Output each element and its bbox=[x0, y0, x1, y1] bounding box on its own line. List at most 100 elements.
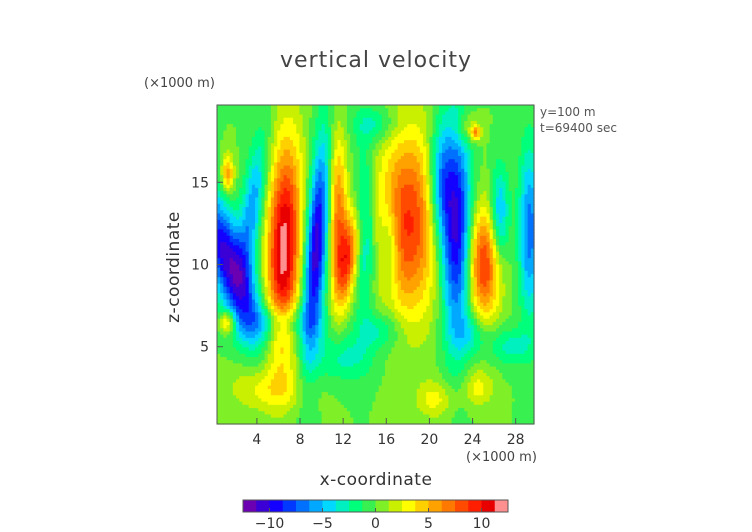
heatmap-cell bbox=[255, 143, 259, 148]
heatmap-cell bbox=[518, 203, 522, 208]
heatmap-cell bbox=[432, 146, 437, 151]
heatmap-cell bbox=[245, 108, 250, 112]
heatmap-cell bbox=[346, 114, 351, 119]
heatmap-cell bbox=[448, 146, 453, 151]
heatmap-cell bbox=[337, 248, 342, 253]
heatmap-cell bbox=[280, 111, 285, 116]
heatmap-cell bbox=[251, 223, 256, 227]
heatmap-cell bbox=[337, 203, 342, 208]
heatmap-cell bbox=[426, 152, 430, 157]
heatmap-cell bbox=[413, 124, 418, 128]
heatmap-cell bbox=[502, 258, 507, 262]
heatmap-cell bbox=[242, 238, 247, 243]
heatmap-cell bbox=[524, 143, 529, 148]
heatmap-cell bbox=[324, 146, 329, 151]
heatmap-cell bbox=[327, 191, 332, 195]
heatmap-cell bbox=[236, 245, 240, 250]
heatmap-cell bbox=[346, 117, 351, 122]
heatmap-cell bbox=[312, 261, 316, 266]
heatmap-cell bbox=[242, 210, 247, 215]
heatmap-cell bbox=[426, 187, 430, 192]
heatmap-cell bbox=[505, 232, 510, 237]
heatmap-cell bbox=[511, 171, 516, 176]
heatmap-cell bbox=[270, 242, 275, 246]
heatmap-cell bbox=[451, 226, 456, 231]
heatmap-cell bbox=[391, 203, 396, 208]
heatmap-cell bbox=[438, 120, 443, 125]
heatmap-cell bbox=[426, 213, 430, 218]
heatmap-cell bbox=[327, 159, 332, 164]
heatmap-cell bbox=[267, 242, 272, 246]
heatmap-cell bbox=[308, 238, 313, 243]
heatmap-cell bbox=[289, 156, 294, 160]
heatmap-cell bbox=[486, 223, 491, 227]
heatmap-cell bbox=[286, 105, 291, 109]
heatmap-cell bbox=[258, 105, 262, 109]
heatmap-cell bbox=[372, 165, 377, 170]
heatmap-cell bbox=[407, 105, 411, 109]
heatmap-cell bbox=[426, 133, 430, 138]
heatmap-cell bbox=[464, 187, 469, 192]
heatmap-cell bbox=[385, 175, 389, 179]
heatmap-cell bbox=[217, 130, 221, 135]
heatmap-cell bbox=[423, 254, 427, 259]
heatmap-cell bbox=[397, 124, 402, 128]
heatmap-cell bbox=[239, 111, 243, 116]
heatmap-cell bbox=[372, 187, 377, 192]
heatmap-cell bbox=[286, 187, 291, 192]
heatmap-cell bbox=[346, 213, 351, 218]
heatmap-cell bbox=[400, 226, 405, 231]
heatmap-cell bbox=[255, 251, 259, 256]
heatmap-cell bbox=[283, 149, 288, 154]
heatmap-cell bbox=[305, 171, 310, 176]
heatmap-cell bbox=[480, 232, 484, 237]
heatmap-cell bbox=[426, 254, 430, 259]
heatmap-cell bbox=[438, 194, 443, 199]
heatmap-cell bbox=[321, 149, 326, 154]
heatmap-cell bbox=[264, 207, 269, 211]
heatmap-cell bbox=[489, 114, 494, 119]
heatmap-cell bbox=[480, 238, 484, 243]
heatmap-cell bbox=[324, 149, 329, 154]
heatmap-cell bbox=[283, 136, 288, 141]
heatmap-cell bbox=[483, 258, 488, 262]
heatmap-cell bbox=[470, 213, 475, 218]
heatmap-cell bbox=[365, 130, 370, 135]
heatmap-cell bbox=[229, 127, 234, 132]
heatmap-cell bbox=[258, 156, 262, 160]
heatmap-cell bbox=[350, 258, 354, 262]
heatmap-cell bbox=[315, 152, 320, 157]
heatmap-cell bbox=[359, 245, 364, 250]
heatmap-cell bbox=[454, 187, 459, 192]
heatmap-cell bbox=[331, 156, 335, 160]
heatmap-cell bbox=[454, 261, 459, 266]
heatmap-cell bbox=[315, 232, 320, 237]
heatmap-cell bbox=[521, 140, 526, 144]
heatmap-cell bbox=[293, 120, 297, 125]
heatmap-cell bbox=[302, 235, 307, 240]
heatmap-cell bbox=[251, 130, 256, 135]
heatmap-cell bbox=[508, 114, 513, 119]
heatmap-cell bbox=[464, 178, 469, 183]
heatmap-cell bbox=[407, 117, 411, 122]
heatmap-cell bbox=[289, 146, 294, 151]
heatmap-cell bbox=[353, 235, 358, 240]
heatmap-cell bbox=[286, 108, 291, 112]
heatmap-cell bbox=[343, 127, 348, 132]
heatmap-cell bbox=[365, 248, 370, 253]
heatmap-cell bbox=[343, 261, 348, 266]
heatmap-cell bbox=[356, 162, 361, 167]
heatmap-cell bbox=[356, 200, 361, 205]
heatmap-cell bbox=[277, 232, 281, 237]
heatmap-cell bbox=[486, 140, 491, 144]
heatmap-cell bbox=[445, 181, 450, 186]
heatmap-cell bbox=[521, 127, 526, 132]
heatmap-cell bbox=[305, 232, 310, 237]
heatmap-cell bbox=[400, 194, 405, 199]
heatmap-cell bbox=[289, 114, 294, 119]
heatmap-cell bbox=[321, 248, 326, 253]
heatmap-cell bbox=[283, 187, 288, 192]
heatmap-cell bbox=[489, 152, 494, 157]
heatmap-cell bbox=[343, 245, 348, 250]
heatmap-cell bbox=[232, 213, 237, 218]
